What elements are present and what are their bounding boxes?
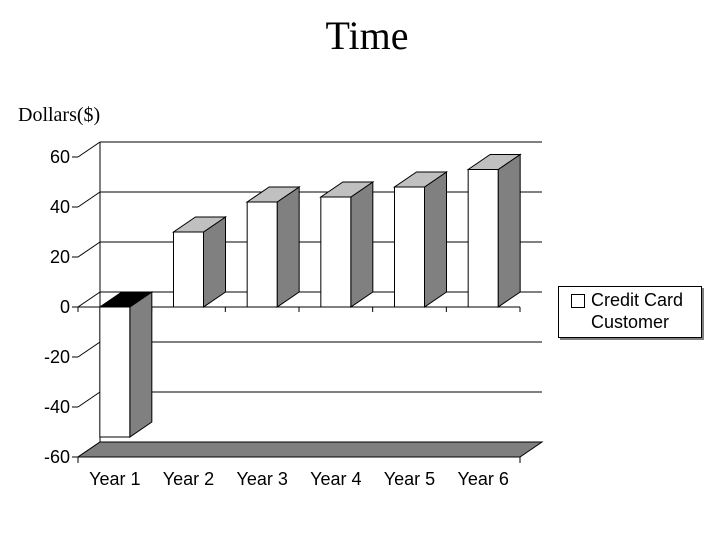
bar-front-face (320, 196, 352, 308)
y-axis-label: Dollars($) (18, 104, 101, 126)
bar-front-face (246, 201, 278, 308)
floor-layer (76, 441, 544, 463)
grid-connector (77, 241, 101, 258)
grid-connector (77, 291, 101, 308)
bar-side-face (497, 153, 521, 308)
bar-front-face (99, 306, 131, 438)
x-tick-label: Year 4 (310, 469, 361, 489)
y-tick-label: 0 (60, 297, 70, 317)
bar-side-face (276, 186, 300, 308)
bar (171, 216, 228, 308)
x-tick-label: Year 1 (89, 469, 140, 489)
chart-title: Time (325, 13, 409, 58)
grid-connector (77, 141, 101, 158)
y-tick-label: 20 (50, 247, 70, 267)
chart-floor (76, 441, 544, 458)
bar-side-face (350, 181, 374, 308)
grid-connector (77, 341, 101, 358)
y-tick-label: -40 (44, 397, 70, 417)
x-tick-label: Year 5 (384, 469, 435, 489)
bar (392, 171, 449, 308)
legend-swatch (571, 294, 585, 308)
bar-side-face (203, 216, 226, 308)
bar-front-face (173, 231, 204, 308)
bar (98, 291, 154, 438)
grid-connector (77, 391, 101, 408)
bar-front-face (394, 186, 425, 308)
grid-connector (77, 191, 101, 208)
bar (319, 181, 375, 308)
y-tick-label: -60 (44, 447, 70, 467)
y-tick-label: 40 (50, 197, 70, 217)
bar (466, 153, 522, 308)
legend-label: Credit Card Customer (591, 290, 684, 332)
x-tick-label: Year 2 (163, 469, 214, 489)
bar-front-face (467, 169, 499, 308)
x-tick-label: Year 3 (236, 469, 287, 489)
labels-layer: 60 40 20 0 -20 -40 -60 Year 1 Year 2 Year 3 Year 4… (44, 147, 509, 489)
bar (245, 186, 301, 308)
y-tick-label: -20 (44, 347, 70, 367)
y-tick-label: 60 (50, 147, 70, 167)
legend: Credit Card Customer (558, 286, 702, 338)
bar-side-face (129, 291, 153, 438)
bar-side-face (424, 171, 447, 308)
x-tick-label: Year 6 (457, 469, 508, 489)
bars-layer (98, 153, 522, 438)
